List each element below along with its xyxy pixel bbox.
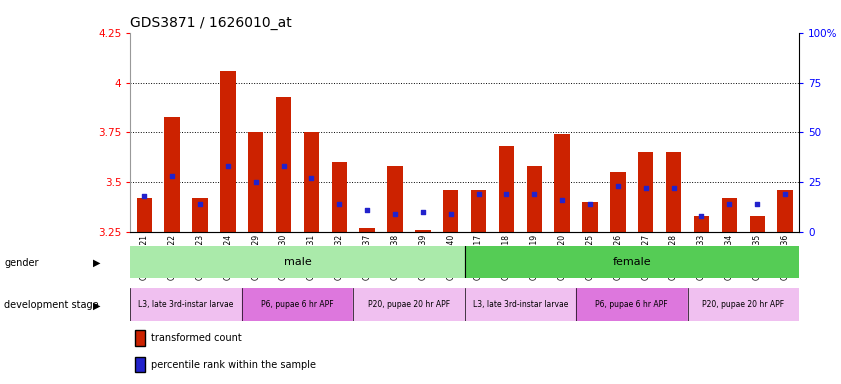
Bar [722,199,737,232]
Point [527,191,541,197]
Point [611,183,625,189]
Text: male: male [283,257,311,267]
Bar [688,288,799,321]
Text: development stage: development stage [4,300,99,310]
Point [500,191,513,197]
Point [750,201,764,207]
Point [722,201,736,207]
Point [416,209,430,215]
Bar [248,132,263,232]
Point [249,179,262,185]
Text: GDS3871 / 1626010_at: GDS3871 / 1626010_at [130,16,292,30]
Bar [220,71,235,232]
Text: P6, pupae 6 hr APF: P6, pupae 6 hr APF [595,300,668,309]
Point [166,173,179,179]
Bar [638,152,653,232]
Point [584,201,597,207]
Bar [666,152,681,232]
Bar [415,230,431,232]
Bar [443,190,458,232]
Bar [576,288,688,321]
Point [778,191,791,197]
Bar [242,288,353,321]
Point [361,207,374,214]
Point [332,201,346,207]
Bar [464,288,576,321]
Point [304,175,318,182]
Bar [353,288,464,321]
Point [444,211,458,217]
Point [639,185,653,192]
Text: P20, pupae 20 hr APF: P20, pupae 20 hr APF [702,300,785,309]
Bar [193,199,208,232]
Point [555,197,569,204]
Text: percentile rank within the sample: percentile rank within the sample [151,360,316,370]
Bar [554,134,570,232]
Bar [777,190,793,232]
Bar [611,172,626,232]
Bar [136,199,152,232]
Text: female: female [612,257,651,267]
Bar [471,190,486,232]
Bar [359,228,375,232]
Bar [464,246,799,278]
Point [389,211,402,217]
Bar [582,202,598,232]
Bar [388,166,403,232]
Point [221,163,235,169]
Text: L3, late 3rd-instar larvae: L3, late 3rd-instar larvae [473,300,568,309]
Point [472,191,485,197]
Point [193,201,207,207]
Text: ▶: ▶ [93,258,100,268]
Text: transformed count: transformed count [151,333,242,343]
Point [667,185,680,192]
Bar [499,146,514,232]
Bar [304,132,319,232]
Bar [165,116,180,232]
Bar [749,216,764,232]
Bar [526,166,542,232]
Bar [276,96,291,232]
Bar [130,288,242,321]
Point [695,213,708,219]
Text: gender: gender [4,258,39,268]
Text: ▶: ▶ [93,300,100,310]
Text: P6, pupae 6 hr APF: P6, pupae 6 hr APF [262,300,334,309]
Bar [694,216,709,232]
Point [277,163,290,169]
Point [138,193,151,199]
Bar [331,162,347,232]
Bar [130,246,464,278]
Text: P20, pupae 20 hr APF: P20, pupae 20 hr APF [368,300,450,309]
Text: L3, late 3rd-instar larvae: L3, late 3rd-instar larvae [139,300,234,309]
